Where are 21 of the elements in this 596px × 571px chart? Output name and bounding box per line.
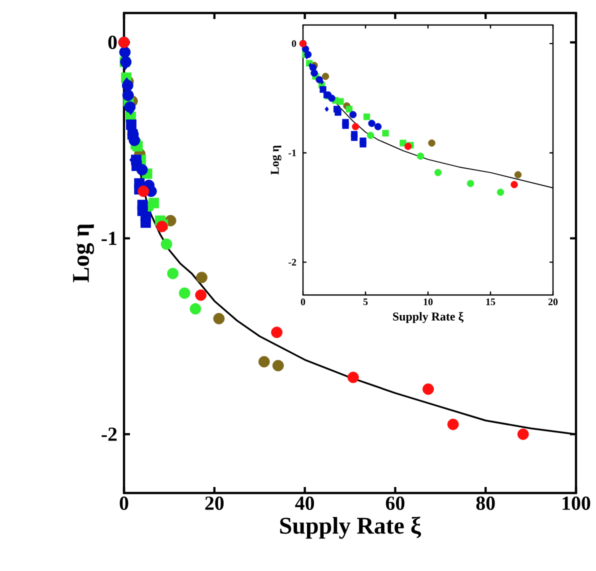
x-tick-label: 20 [205, 496, 224, 510]
y-tick-label: -1 [288, 150, 296, 156]
y-tick-label: -2 [102, 428, 117, 441]
x-tick-label: 80 [476, 496, 495, 510]
x-tick-label: 60 [386, 496, 404, 510]
x-tick-label: 5 [363, 298, 368, 306]
x-tick-label: 0 [120, 496, 128, 510]
y-tick-label: 0 [292, 40, 296, 47]
x-tick-label: 15 [486, 298, 496, 306]
y-axis-title: Log η [270, 146, 282, 175]
x-axis-title: Supply Rate ξ [280, 516, 422, 539]
x-tick-label: 40 [295, 496, 314, 510]
y-tick-label: 0 [108, 36, 117, 50]
x-tick-label: 100 [562, 496, 590, 510]
y-tick-label: -1 [102, 232, 116, 245]
y-axis-title: Log η [73, 224, 94, 282]
x-axis-title: Supply Rate ξ [393, 312, 464, 324]
y-tick-label: -2 [288, 258, 296, 266]
x-tick-label: 20 [548, 298, 558, 306]
x-tick-label: 0 [300, 298, 306, 306]
x-tick-label: 10 [424, 298, 433, 306]
